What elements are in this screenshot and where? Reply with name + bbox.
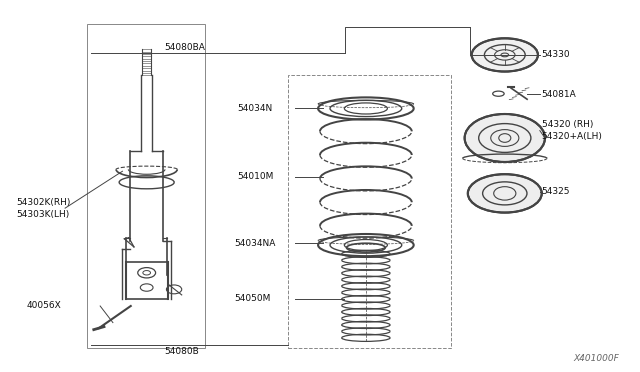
- Text: 54320 (RH)
54320+A(LH): 54320 (RH) 54320+A(LH): [541, 120, 603, 141]
- Text: 54010M: 54010M: [237, 172, 273, 181]
- Bar: [88, 23, 205, 349]
- Text: 54330: 54330: [541, 51, 570, 60]
- Text: 54034NA: 54034NA: [234, 239, 275, 248]
- Text: 54080B: 54080B: [164, 347, 198, 356]
- Bar: [288, 75, 451, 349]
- Text: 54034N: 54034N: [237, 104, 273, 113]
- Text: 40056X: 40056X: [27, 301, 61, 311]
- Ellipse shape: [468, 174, 541, 212]
- Ellipse shape: [465, 114, 545, 162]
- Ellipse shape: [472, 38, 538, 71]
- Text: 54325: 54325: [541, 187, 570, 196]
- Text: X401000F: X401000F: [573, 354, 620, 363]
- Text: 54050M: 54050M: [234, 294, 270, 303]
- Text: 54081A: 54081A: [541, 90, 577, 99]
- Text: 54080BA: 54080BA: [164, 43, 205, 52]
- Text: 54302K(RH)
54303K(LH): 54302K(RH) 54303K(LH): [16, 198, 70, 219]
